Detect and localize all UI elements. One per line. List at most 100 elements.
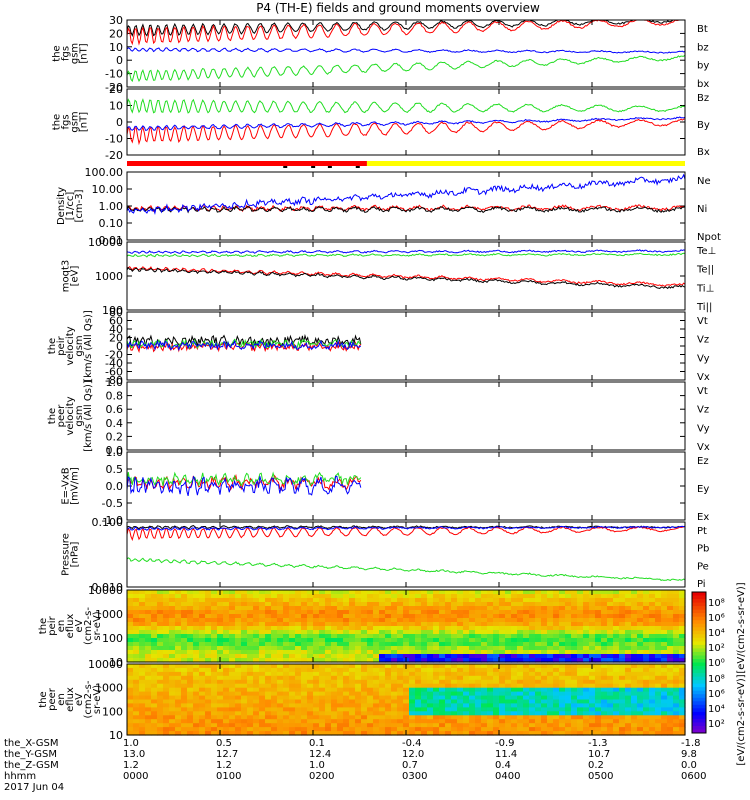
heatmap-cell	[199, 614, 206, 619]
heatmap-cell	[487, 695, 494, 701]
heatmap-cell	[247, 695, 254, 701]
heatmap-cell	[325, 711, 332, 716]
heatmap-cell	[247, 598, 254, 603]
heatmap-cell	[421, 610, 428, 615]
heatmap-cell	[661, 703, 668, 708]
heatmap-cell	[577, 650, 584, 655]
heatmap-cell	[301, 691, 308, 697]
heatmap-cell	[127, 675, 134, 681]
heatmap-cell	[205, 606, 212, 611]
heatmap-cell	[553, 638, 560, 643]
heatmap-cell	[505, 646, 512, 651]
heatmap-cell	[271, 719, 278, 724]
heatmap-cell	[433, 618, 440, 623]
heatmap-cell	[355, 650, 362, 655]
heatmap-cell	[211, 606, 218, 611]
heatmap-cell	[463, 622, 470, 627]
heatmap-cell	[655, 731, 662, 736]
heatmap-cell	[565, 594, 572, 599]
heatmap-cell	[571, 654, 578, 659]
heatmap-cell	[553, 602, 560, 607]
heatmap-cell	[535, 622, 542, 627]
heatmap-cell	[127, 695, 134, 701]
heatmap-cell	[583, 634, 590, 639]
ylabel-line: the	[52, 114, 63, 130]
heatmap-cell	[559, 667, 566, 673]
heatmap-cell	[649, 614, 656, 619]
heatmap-cell	[415, 727, 422, 732]
heatmap-cell	[571, 626, 578, 631]
heatmap-cell	[223, 614, 230, 619]
heatmap-cell	[385, 707, 392, 712]
heatmap-cell	[487, 598, 494, 603]
heatmap-cell	[205, 654, 212, 659]
heatmap-cell	[265, 634, 272, 639]
heatmap-cell	[499, 626, 506, 631]
heatmap-cell	[661, 614, 668, 619]
heatmap-cell	[289, 618, 296, 623]
heatmap-cell	[343, 731, 350, 736]
heatmap-cell	[631, 590, 638, 595]
heatmap-cell	[367, 594, 374, 599]
heatmap-cell	[499, 707, 506, 712]
heatmap-cell	[541, 602, 548, 607]
heatmap-cell	[397, 654, 404, 659]
heatmap-cell	[355, 691, 362, 697]
heatmap-cell	[409, 691, 416, 697]
heatmap-cell	[337, 711, 344, 716]
heatmap-cell	[163, 675, 170, 681]
heatmap-cell	[361, 634, 368, 639]
heatmap-cell	[193, 654, 200, 659]
heatmap-cell	[589, 679, 596, 685]
heatmap-cell	[559, 654, 566, 659]
heatmap-cell	[331, 598, 338, 603]
heatmap-cell	[277, 590, 284, 595]
heatmap-cell	[247, 642, 254, 647]
heatmap-cell	[619, 618, 626, 623]
heatmap-cell	[355, 630, 362, 635]
heatmap-cell	[649, 731, 656, 736]
heatmap-cell	[133, 691, 140, 697]
heatmap-cell	[259, 650, 266, 655]
heatmap-cell	[127, 691, 134, 697]
heatmap-cell	[535, 683, 542, 689]
heatmap-cell	[205, 679, 212, 685]
heatmap-cell	[313, 675, 320, 681]
heatmap-cell	[325, 723, 332, 728]
colorbar-tick-1: 10²	[708, 643, 725, 654]
heatmap-cell	[649, 679, 656, 685]
heatmap-cell	[643, 683, 650, 689]
heatmap-cell	[541, 664, 548, 669]
heatmap-cell	[553, 675, 560, 681]
heatmap-cell	[517, 664, 524, 669]
heatmap-cell	[565, 695, 572, 701]
heatmap-cell	[439, 618, 446, 623]
heatmap-cell	[307, 711, 314, 716]
heatmap-cell	[241, 646, 248, 651]
heatmap-cell	[319, 664, 326, 669]
heatmap-cell	[505, 598, 512, 603]
heatmap-cell	[463, 679, 470, 685]
heatmap-cell	[277, 683, 284, 689]
heatmap-cell	[475, 679, 482, 685]
heatmap-cell	[319, 695, 326, 701]
heatmap-cell	[655, 658, 662, 663]
heatmap-cell	[319, 630, 326, 635]
heatmap-cell	[619, 626, 626, 631]
heatmap-cell	[223, 675, 230, 681]
heatmap-cell	[421, 723, 428, 728]
heatmap-cell	[649, 707, 656, 712]
heatmap-cell	[523, 638, 530, 643]
heatmap-cell	[157, 683, 164, 689]
heatmap-cell	[241, 602, 248, 607]
heatmap-cell	[295, 667, 302, 673]
heatmap-cell	[625, 683, 632, 689]
heatmap-cell	[541, 675, 548, 681]
heatmap-cell	[259, 679, 266, 685]
heatmap-cell	[145, 618, 152, 623]
heatmap-cell	[625, 723, 632, 728]
heatmap-cell	[547, 658, 554, 663]
heatmap-cell	[145, 679, 152, 685]
heatmap-cell	[175, 650, 182, 655]
